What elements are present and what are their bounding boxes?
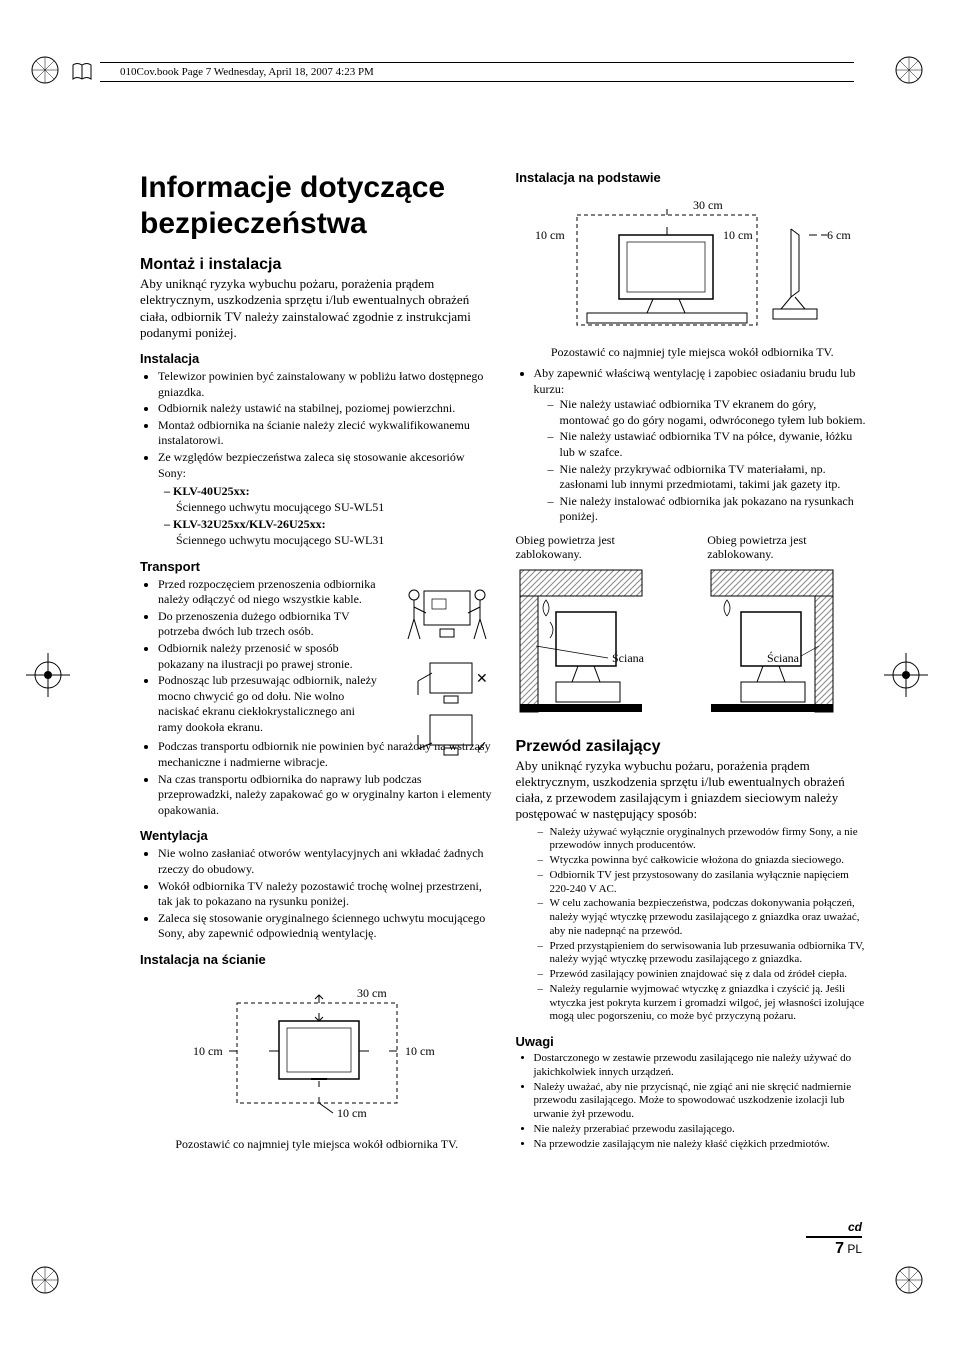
page-title: Informacje dotyczące bezpieczeństwa [140,170,494,242]
airflow-label-1: Obieg powietrza jest zablokowany. [516,533,678,562]
stand-install-diagram: 30 cm 10 cm 10 cm 6 cm [527,191,857,341]
klv-sub: Ściennego uchwytu mocującego SU-WL31 [176,533,494,549]
svg-text:10 cm: 10 cm [193,1044,223,1058]
crop-mark-left [26,653,70,697]
list-item: Wtyczka powinna być całkowicie włożona d… [550,854,870,868]
list-item: Przed rozpoczęciem przenoszenia odbiorni… [158,577,377,608]
header-text: 010Cov.book Page 7 Wednesday, April 18, … [120,66,374,78]
list-item: Wokół odbiornika TV należy pozostawić tr… [158,879,494,910]
h3-wentylacja: Wentylacja [140,828,494,843]
instalacja-list: Telewizor powinien być zainstalowany w p… [140,369,494,549]
footer-cd: cd [806,1220,862,1234]
list-item: Przed przystąpieniem do serwisowania lub… [550,940,870,968]
list-item: Nie wolno zasłaniać otworów wentylacyjny… [158,846,494,877]
footer-bar [806,1236,862,1238]
crop-mark-bl [30,1265,60,1295]
h2-montaz: Montaż i instalacja [140,256,494,274]
svg-text:10 cm: 10 cm [723,228,753,242]
header-bar: 010Cov.book Page 7 Wednesday, April 18, … [100,62,854,82]
svg-text:✓: ✓ [476,738,488,754]
book-icon [70,60,94,84]
list-item: Nie należy instalować odbiornika jak pok… [560,494,870,525]
h3-uwagi: Uwagi [516,1034,870,1049]
svg-text:Ściana: Ściana [612,651,645,665]
list-item: Należy używać wyłącznie oryginalnych prz… [550,826,870,854]
list-item: Odbiornik należy przenosić w sposób poka… [158,641,377,672]
wall-caption: Pozostawić co najmniej tyle miejsca wokó… [140,1137,494,1152]
list-item: Nie należy ustawiać odbiornika TV ekrane… [560,397,870,428]
lift-figure-icon: ✕ ✓ [396,659,494,759]
vent2-sublist: Nie należy ustawiać odbiornika TV ekrane… [534,397,870,525]
list-item: W celu zachowania bezpieczeństwa, podcza… [550,897,870,938]
intro-paragraph: Aby uniknąć ryzyka wybuchu pożaru, poraż… [140,276,494,341]
cord-intro: Aby uniknąć ryzyka wybuchu pożaru, poraż… [516,758,870,823]
svg-text:✕: ✕ [476,670,488,686]
svg-text:6 cm: 6 cm [827,228,851,242]
h2-cord: Przewód zasilający [516,738,870,756]
crop-mark-br [894,1265,924,1295]
svg-text:10 cm: 10 cm [535,228,565,242]
list-item: Na czas transportu odbiornika do naprawy… [158,772,494,819]
list-item: Aby zapewnić właściwą wentylację i zapob… [534,366,870,525]
h3-instalacja: Instalacja [140,351,494,366]
dim-label: 30 cm [357,986,387,1000]
airflow-blocked-shelf-icon: Ściana [516,566,646,716]
page-footer: cd 7 PL [806,1220,862,1258]
cord-list: Należy używać wyłącznie oryginalnych prz… [516,826,870,1025]
h3-transport: Transport [140,559,494,574]
page-number: 7 PL [806,1240,862,1258]
list-item: Do przenoszenia dużego odbiornika TV pot… [158,609,377,640]
list-item: Należy uważać, aby nie przycisnąć, nie z… [534,1081,870,1122]
list-item: Nie należy przerabiać przewodu zasilając… [534,1123,870,1137]
svg-text:30 cm: 30 cm [693,198,723,212]
klv-line: – KLV-40U25xx: [164,484,494,500]
list-item: Telewizor powinien być zainstalowany w p… [158,369,494,400]
transport-list: Przed rozpoczęciem przenoszenia odbiorni… [140,577,377,736]
list-item: Na przewodzie zasilającym nie należy kła… [534,1138,870,1152]
klv-line: – KLV-32U25xx/KLV-26U25xx: [164,517,494,533]
list-item: Należy regularnie wyjmować wtyczkę z gni… [550,983,870,1024]
list-item: Odbiornik należy ustawić na stabilnej, p… [158,401,494,417]
list-item: Nie należy przykrywać odbiornika TV mate… [560,462,870,493]
right-column: Instalacja na podstawie 30 cm 10 cm 10 c… [516,170,870,1250]
notes-list: Dostarczonego w zestawie przewodu zasila… [516,1052,870,1151]
airflow-figures: Obieg powietrza jest zablokowany. [516,533,870,720]
crop-mark-tr [894,55,924,85]
list-item: Przewód zasilający powinien znajdować si… [550,968,870,982]
svg-text:10 cm: 10 cm [405,1044,435,1058]
h3-stand: Instalacja na podstawie [516,170,870,185]
svg-text:Ściana: Ściana [767,651,800,665]
stand-caption: Pozostawić co najmniej tyle miejsca wokó… [516,345,870,360]
list-item: Odbiornik TV jest przystosowany do zasil… [550,869,870,897]
list-item: Zaleca się stosowanie oryginalnego ścien… [158,911,494,942]
airflow-label-2: Obieg powietrza jest zablokowany. [707,533,869,562]
carry-figure-icon [396,579,494,649]
crop-mark-right [884,653,928,697]
list-item: Podnosząc lub przesuwając odbiornik, nal… [158,673,377,735]
list-item: Ze względów bezpieczeństwa zaleca się st… [158,450,494,549]
wentylacja-list: Nie wolno zasłaniać otworów wentylacyjny… [140,846,494,942]
left-column: Informacje dotyczące bezpieczeństwa Mont… [140,170,494,1250]
vent2-root: Aby zapewnić właściwą wentylację i zapob… [516,366,870,525]
airflow-blocked-wall-icon: Ściana [707,566,837,716]
list-item: Nie należy ustawiać odbiornika TV na pół… [560,429,870,460]
crop-mark-tl [30,55,60,85]
h3-wall: Instalacja na ścianie [140,952,494,967]
klv-sub: Ściennego uchwytu mocującego SU-WL51 [176,500,494,516]
wall-install-diagram: 30 cm 10 cm 10 cm 10 cm [187,973,447,1133]
svg-text:10 cm: 10 cm [337,1106,367,1120]
list-item: Dostarczonego w zestawie przewodu zasila… [534,1052,870,1080]
list-item: Montaż odbiornika na ścianie należy zlec… [158,418,494,449]
